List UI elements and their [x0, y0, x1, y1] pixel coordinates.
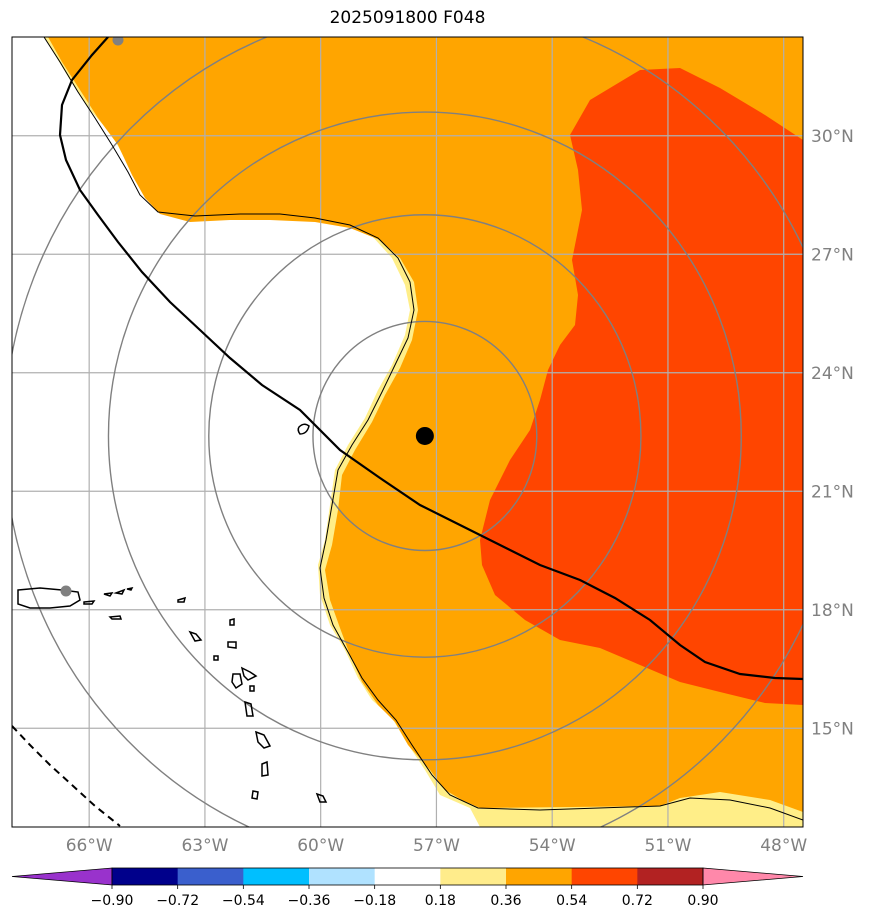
barbados-outline: [315, 792, 328, 803]
latitude-tick-label: 18°N: [811, 601, 854, 621]
colorbar-tick-label: 0.90: [687, 893, 718, 909]
longitude-tick-label: 60°W: [297, 836, 344, 856]
longitude-tick-label: 57°W: [413, 836, 460, 856]
colorbar-segment: [112, 868, 179, 885]
guadeloupe-outline: [231, 673, 243, 690]
colorbar-segment: [177, 868, 244, 885]
longitude-labels: 66°W 63°W 60°W 57°W 54°W 51°W 48°W: [66, 836, 808, 856]
graticule: [12, 37, 803, 827]
longitude-tick-label: 54°W: [529, 836, 576, 856]
storm-track: [58, 37, 803, 681]
colorbar-tick-label: −0.54: [222, 893, 265, 909]
latitude-tick-label: 27°N: [811, 245, 854, 265]
colorbar-extend-high: [702, 867, 804, 886]
colorbar-tick-label: −0.36: [288, 893, 331, 909]
dominica-outline: [244, 700, 254, 717]
colorbar: [11, 867, 804, 886]
range-ring: [312, 320, 538, 552]
longitude-tick-label: 48°W: [760, 836, 807, 856]
coastline-islands: [17, 423, 328, 803]
latitude-labels: 30°N 27°N 24°N 21°N 18°N 15°N: [811, 127, 854, 740]
colorbar-segment: [309, 868, 376, 885]
latitude-tick-label: 15°N: [811, 719, 854, 739]
martinique-outline: [254, 730, 272, 749]
colorbar-tick-label: −0.18: [353, 893, 396, 909]
map-title: 2025091800 F048: [329, 8, 486, 28]
contour-line: [43, 37, 803, 821]
range-rings: [12, 37, 803, 827]
puerto-rico-outline: [17, 587, 81, 609]
colorbar-segment: [571, 868, 638, 885]
colorbar-tick-label: 0.54: [556, 893, 587, 909]
dashed-contour: [12, 725, 121, 827]
colorbar-segment: [506, 868, 573, 885]
colorbar-tick-label: −0.90: [91, 893, 134, 909]
track-point-marker: [112, 37, 124, 46]
colorbar-tick-label: 0.72: [622, 893, 653, 909]
colorbar-tick-label: 0.36: [490, 893, 521, 909]
colorbar-tick-label: −0.72: [156, 893, 199, 909]
track-point-marker: [60, 585, 72, 597]
colorbar-extend-low: [11, 867, 113, 886]
longitude-tick-label: 66°W: [66, 836, 113, 856]
colorbar-segment: [440, 868, 507, 885]
latitude-tick-label: 21°N: [811, 482, 854, 502]
colorbar-segment: [243, 868, 310, 885]
colorbar-segment: [637, 868, 704, 885]
range-ring: [208, 214, 642, 658]
longitude-tick-label: 51°W: [644, 836, 691, 856]
st-lucia-outline: [261, 760, 269, 777]
latitude-tick-label: 24°N: [811, 364, 854, 384]
map-frame: [11, 36, 804, 828]
storm-center-marker: [415, 426, 434, 445]
latitude-tick-label: 30°N: [811, 127, 854, 147]
colorbar-segment: [374, 868, 441, 885]
colorbar-tick-label: 0.18: [425, 893, 456, 909]
range-ring: [107, 111, 742, 761]
longitude-tick-label: 63°W: [181, 836, 228, 856]
colorbar-labels: −0.90 −0.72 −0.54 −0.36 −0.18 0.18 0.36 0.54 0.7…: [91, 885, 719, 909]
colorbar-frame: [111, 867, 704, 886]
